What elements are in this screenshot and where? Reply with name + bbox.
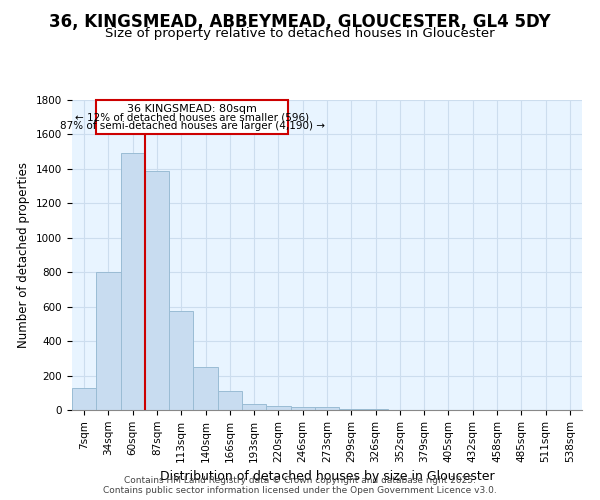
Text: 36 KINGSMEAD: 80sqm: 36 KINGSMEAD: 80sqm: [127, 104, 257, 114]
Bar: [169, 311, 193, 410]
Text: ← 12% of detached houses are smaller (596): ← 12% of detached houses are smaller (59…: [75, 112, 309, 122]
Text: Contains HM Land Registry data © Crown copyright and database right 2025.
Contai: Contains HM Land Registry data © Crown c…: [103, 476, 497, 495]
Bar: [72, 388, 96, 410]
Text: 87% of semi-detached houses are larger (4,190) →: 87% of semi-detached houses are larger (…: [60, 121, 325, 131]
Bar: [266, 406, 290, 410]
Text: Size of property relative to detached houses in Gloucester: Size of property relative to detached ho…: [105, 28, 495, 40]
Bar: [290, 406, 315, 410]
Bar: [96, 272, 121, 410]
Bar: [121, 154, 145, 410]
Y-axis label: Number of detached properties: Number of detached properties: [17, 162, 31, 348]
Bar: [145, 170, 169, 410]
X-axis label: Distribution of detached houses by size in Gloucester: Distribution of detached houses by size …: [160, 470, 494, 483]
Bar: [315, 408, 339, 410]
Text: 36, KINGSMEAD, ABBEYMEAD, GLOUCESTER, GL4 5DY: 36, KINGSMEAD, ABBEYMEAD, GLOUCESTER, GL…: [49, 12, 551, 30]
Bar: [218, 391, 242, 410]
Bar: [339, 409, 364, 410]
Bar: [242, 404, 266, 410]
Bar: [193, 367, 218, 410]
Bar: [96, 100, 288, 134]
